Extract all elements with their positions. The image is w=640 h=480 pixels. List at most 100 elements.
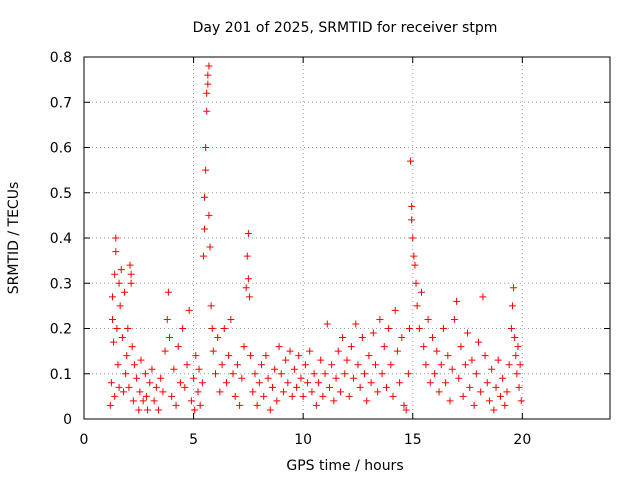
data-point-plus — [503, 388, 511, 396]
data-point-plus — [393, 347, 401, 355]
axis-ticks — [83, 56, 610, 420]
data-point-plus — [111, 270, 119, 278]
x-tick-label: 10 — [294, 432, 312, 448]
data-point-plus — [277, 370, 285, 378]
data-point-plus — [255, 379, 263, 387]
data-point-plus — [205, 211, 213, 219]
data-point-plus — [343, 356, 351, 364]
x-tick-label: 20 — [513, 432, 531, 448]
data-point-plus — [341, 370, 349, 378]
data-point-plus — [168, 392, 176, 400]
data-point-plus — [483, 379, 491, 387]
data-point-plus — [472, 370, 480, 378]
data-point-plus — [336, 388, 344, 396]
data-point-plus — [119, 388, 127, 396]
data-point-plus — [198, 379, 206, 387]
data-point-plus — [328, 361, 336, 369]
data-point-plus — [312, 401, 320, 409]
data-point-plus — [122, 370, 130, 378]
y-tick-label: 0.8 — [50, 50, 72, 66]
data-point-plus — [325, 383, 333, 391]
data-point-plus — [115, 279, 123, 287]
data-point-plus — [275, 343, 283, 351]
data-point-plus — [475, 338, 482, 346]
data-point-plus — [128, 343, 136, 351]
data-point-plus — [464, 329, 472, 337]
data-point-plus — [225, 352, 233, 360]
data-point-plus — [442, 379, 450, 387]
data-point-plus — [212, 370, 219, 378]
data-point-plus — [227, 315, 235, 323]
data-point-plus — [408, 202, 416, 210]
data-point-plus — [282, 356, 290, 364]
y-tick-label: 0.5 — [50, 186, 72, 202]
data-point-plus — [244, 229, 252, 237]
data-point-plus — [428, 334, 436, 342]
data-point-plus — [192, 352, 200, 360]
data-point-plus — [137, 356, 145, 364]
grid-lines — [84, 57, 610, 419]
data-point-plus — [202, 144, 210, 151]
data-point-plus — [288, 392, 296, 400]
data-point-plus — [516, 361, 524, 369]
data-point-plus — [385, 325, 393, 332]
data-point-plus — [382, 383, 390, 391]
data-point-plus — [202, 166, 210, 174]
data-point-plus — [308, 388, 316, 396]
data-point-plus — [238, 374, 246, 382]
data-point-plus — [391, 306, 399, 314]
data-point-plus — [203, 107, 211, 115]
data-point-plus — [194, 388, 202, 396]
data-point-plus — [187, 397, 195, 405]
x-tick-label: 5 — [189, 432, 198, 448]
data-point-plus — [179, 325, 187, 332]
y-tick-label: 0.1 — [50, 367, 72, 383]
x-tick-label: 15 — [404, 432, 422, 448]
data-point-plus — [268, 383, 276, 391]
data-point-plus — [380, 343, 388, 351]
data-point-plus — [369, 329, 377, 337]
data-point-plus — [492, 383, 500, 391]
data-point-plus — [433, 347, 441, 355]
data-point-plus — [490, 406, 498, 414]
data-point-plus — [126, 261, 134, 269]
data-point-plus — [222, 379, 230, 387]
data-point-plus — [201, 193, 209, 201]
data-point-plus — [485, 397, 493, 405]
data-point-plus — [499, 374, 507, 382]
data-point-plus — [319, 392, 327, 400]
data-point-plus — [191, 406, 199, 414]
data-point-plus — [439, 325, 447, 332]
y-tick-label: 0.7 — [50, 95, 72, 111]
data-point-plus — [301, 361, 309, 369]
data-point-plus — [363, 397, 371, 405]
data-point-plus — [161, 347, 169, 355]
data-point-plus — [279, 388, 287, 396]
data-point-plus — [207, 302, 215, 310]
data-point-plus — [426, 379, 434, 387]
data-point-plus — [510, 284, 518, 292]
data-point-plus — [496, 392, 504, 400]
data-point-plus — [135, 406, 143, 414]
data-point-plus — [299, 392, 307, 400]
data-point-plus — [218, 361, 226, 369]
data-point-plus — [214, 334, 222, 342]
data-point-plus — [231, 392, 239, 400]
data-point-plus — [273, 397, 281, 405]
data-point-plus — [112, 234, 120, 242]
data-point-plus — [108, 293, 116, 301]
data-point-plus — [398, 334, 406, 342]
data-point-plus — [494, 356, 502, 364]
data-point-plus — [113, 325, 121, 332]
data-point-plus — [350, 374, 358, 382]
x-axis-label: GPS time / hours — [286, 458, 403, 474]
data-point-plus — [129, 397, 137, 405]
data-point-plus — [176, 379, 184, 387]
data-point-plus — [141, 370, 149, 378]
data-point-plus — [470, 401, 478, 409]
data-point-plus — [174, 343, 182, 351]
data-point-plus — [321, 370, 329, 378]
data-point-plus — [117, 266, 125, 274]
data-point-plus — [507, 325, 515, 332]
